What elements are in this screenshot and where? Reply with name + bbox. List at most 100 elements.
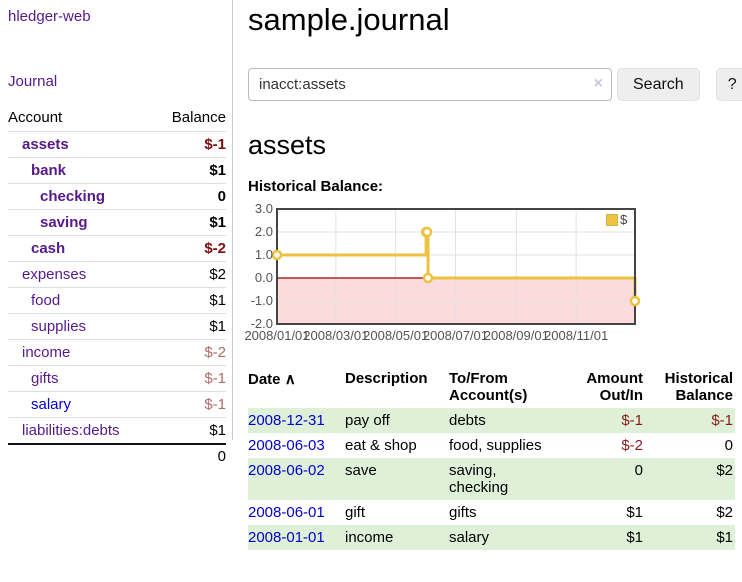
account-balance: $1: [209, 214, 226, 231]
register-row: 2008-06-01 gift gifts $1 $2: [248, 500, 735, 525]
y-axis-tick-label: -1.0: [250, 293, 273, 308]
account-row: supplies $1: [8, 314, 226, 340]
transaction-accounts: salary: [449, 529, 490, 546]
account-row: salary $-1: [8, 392, 226, 418]
help-button[interactable]: ?: [715, 68, 742, 101]
account-balance: $-1: [204, 370, 226, 387]
sidebar-item-journal[interactable]: Journal: [8, 73, 58, 90]
register-table: Date ∧ Description To/From Account(s) Am…: [248, 368, 735, 550]
chart-heading: Historical Balance:: [248, 178, 384, 195]
balance-chart-svg: [271, 208, 641, 325]
register-row: 2008-06-02 save saving, checking 0 $2: [248, 458, 735, 500]
balance-column-header-main: Historical Balance: [664, 370, 733, 404]
account-link[interactable]: food: [31, 292, 61, 309]
transaction-balance: $2: [716, 462, 733, 479]
search-input[interactable]: [248, 68, 612, 101]
app-title-link[interactable]: hledger-web: [8, 8, 91, 25]
transaction-amount: $1: [626, 529, 643, 546]
x-axis-tick-label: 2008/09/01: [483, 328, 549, 343]
transaction-amount: $-1: [621, 412, 643, 429]
sidebar: hledger-web Journal Account Balance asse…: [0, 0, 233, 465]
transaction-date-link[interactable]: 2008-06-02: [248, 462, 325, 479]
account-link[interactable]: cash: [31, 240, 66, 257]
account-balance: $1: [209, 318, 226, 335]
page-title: sample.journal: [248, 2, 450, 37]
sort-ascending-icon: ∧: [284, 371, 296, 388]
account-balance: $1: [209, 162, 226, 179]
transaction-balance: 0: [724, 437, 733, 454]
search-bar: × Search ?: [248, 68, 742, 101]
accounts-table-header: Account Balance: [8, 107, 226, 132]
account-link[interactable]: expenses: [22, 266, 87, 283]
x-axis-tick-label: 2008/03/01: [303, 328, 369, 343]
transaction-date-link[interactable]: 2008-01-01: [248, 529, 325, 546]
transaction-description: eat & shop: [345, 437, 417, 454]
transaction-accounts: food, supplies: [449, 437, 542, 454]
transaction-date-link[interactable]: 2008-06-01: [248, 504, 325, 521]
account-row: assets $-1: [8, 132, 226, 158]
account-link[interactable]: assets: [22, 136, 69, 153]
account-link[interactable]: saving: [40, 214, 88, 231]
transaction-description: pay off: [345, 412, 390, 429]
account-row: gifts $-1: [8, 366, 226, 392]
account-link[interactable]: supplies: [31, 318, 87, 335]
accounts-table-body: assets $-1 bank $1 checking 0 saving $1 cash $-2 e…: [8, 132, 226, 444]
account-link[interactable]: salary: [31, 396, 72, 413]
data-point-marker: [422, 272, 434, 284]
accounts-table: Account Balance assets $-1 bank $1 checking 0…: [8, 107, 226, 471]
register-row: 2008-06-03 eat & shop food, supplies $-2 0: [248, 433, 735, 458]
x-axis-tick-label: 2008/05/01: [363, 328, 429, 343]
register-row: 2008-12-31 pay off debts $-1 $-1: [248, 408, 735, 433]
transaction-date-link[interactable]: 2008-12-31: [248, 412, 325, 429]
transaction-balance: $-1: [711, 412, 733, 429]
account-column-header: Account: [8, 109, 63, 126]
accounts-total-value: 0: [217, 448, 226, 465]
register-table-body: 2008-12-31 pay off debts $-1 $-1 2008-06-03 ea…: [248, 408, 735, 550]
account-balance: 0: [217, 188, 226, 205]
amount-column-header: Amount Out/In: [586, 370, 643, 404]
account-link[interactable]: income: [22, 344, 71, 361]
accounts-column-header: To/From Account(s): [449, 370, 528, 404]
account-row: expenses $2: [8, 262, 226, 288]
accounts-total-row: 0: [8, 444, 226, 471]
transaction-accounts: debts: [449, 412, 486, 429]
account-row: food $1: [8, 288, 226, 314]
account-link[interactable]: liabilities:debts: [22, 422, 120, 439]
transaction-description: save: [345, 462, 377, 479]
transaction-amount: $1: [626, 504, 643, 521]
main-panel: sample.journal × Search ? assets Histori…: [244, 0, 742, 550]
transaction-accounts: saving, checking: [449, 462, 509, 496]
clear-search-icon[interactable]: ×: [593, 75, 603, 92]
account-balance: $-1: [204, 136, 226, 153]
register-header-row: Date ∧ Description To/From Account(s) Am…: [248, 368, 735, 408]
y-axis-tick-label: -2.0: [250, 316, 273, 331]
data-point-marker: [629, 295, 641, 307]
legend-series-label: $: [620, 212, 628, 227]
transaction-description: gift: [345, 504, 366, 521]
account-row: liabilities:debts $1: [8, 418, 226, 444]
account-link[interactable]: gifts: [31, 370, 59, 387]
y-axis-tick-label: 1.0: [254, 247, 273, 262]
account-row: bank $1: [8, 158, 226, 184]
y-axis-tick-label: 0.0: [254, 270, 273, 285]
account-balance: $-2: [204, 240, 226, 257]
account-balance: $1: [209, 422, 226, 439]
account-balance: $-1: [204, 396, 226, 413]
transaction-balance: $2: [716, 504, 733, 521]
account-link[interactable]: bank: [31, 162, 67, 179]
transaction-balance: $1: [716, 529, 733, 546]
x-axis-tick-label: 2008/01/01: [244, 328, 310, 343]
description-column-header: Description: [345, 370, 428, 387]
transaction-description: income: [345, 529, 394, 546]
search-button[interactable]: Search: [617, 68, 700, 101]
transaction-accounts: gifts: [449, 504, 477, 521]
account-balance: $2: [209, 266, 226, 283]
account-row: saving $1: [8, 210, 226, 236]
legend-color-swatch: [606, 213, 618, 226]
register-row: 2008-01-01 income salary $1 $1: [248, 525, 735, 550]
transaction-date-link[interactable]: 2008-06-03: [248, 437, 325, 454]
historical-balance-chart: 3.0 2.0 1.0 0.0 -1.0 -2.0 2008/01/01 2008/03/01…: [244, 201, 735, 346]
y-axis-tick-label: 2.0: [254, 224, 273, 239]
date-column-header[interactable]: Date ∧: [248, 371, 296, 388]
account-link[interactable]: checking: [40, 188, 106, 205]
